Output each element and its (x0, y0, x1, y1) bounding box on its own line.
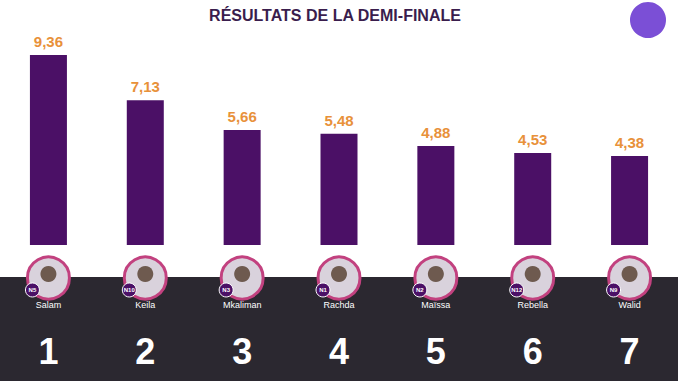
svg-text:N10: N10 (124, 287, 136, 293)
svg-text:4: 4 (329, 331, 349, 372)
svg-text:N1: N1 (319, 287, 327, 293)
svg-text:3: 3 (232, 331, 252, 372)
svg-text:N5: N5 (29, 287, 37, 293)
svg-text:Rachda: Rachda (323, 300, 354, 310)
svg-text:2: 2 (135, 331, 155, 372)
svg-text:N2: N2 (416, 287, 424, 293)
svg-text:Walid: Walid (618, 300, 640, 310)
svg-text:4,53: 4,53 (518, 131, 547, 148)
svg-text:5,66: 5,66 (228, 108, 257, 125)
svg-text:4,38: 4,38 (615, 134, 644, 151)
svg-text:Salam: Salam (36, 300, 62, 310)
svg-text:N9: N9 (610, 287, 618, 293)
svg-text:9,36: 9,36 (34, 33, 63, 50)
svg-text:N3: N3 (222, 287, 230, 293)
svg-text:N12: N12 (511, 287, 523, 293)
svg-text:5,48: 5,48 (324, 112, 353, 129)
svg-text:1: 1 (38, 331, 58, 372)
svg-text:RÉSULTATS DE LA DEMI-FINALE: RÉSULTATS DE LA DEMI-FINALE (209, 6, 461, 24)
svg-text:Rebella: Rebella (517, 300, 548, 310)
svg-text:7,13: 7,13 (131, 78, 160, 95)
svg-text:7: 7 (620, 331, 640, 372)
svg-text:Maïssa: Maïssa (421, 300, 450, 310)
svg-text:Keila: Keila (135, 300, 155, 310)
svg-text:Mkaliman: Mkaliman (223, 300, 262, 310)
svg-text:6: 6 (523, 331, 543, 372)
svg-text:4,88: 4,88 (421, 124, 450, 141)
svg-text:5: 5 (426, 331, 446, 372)
